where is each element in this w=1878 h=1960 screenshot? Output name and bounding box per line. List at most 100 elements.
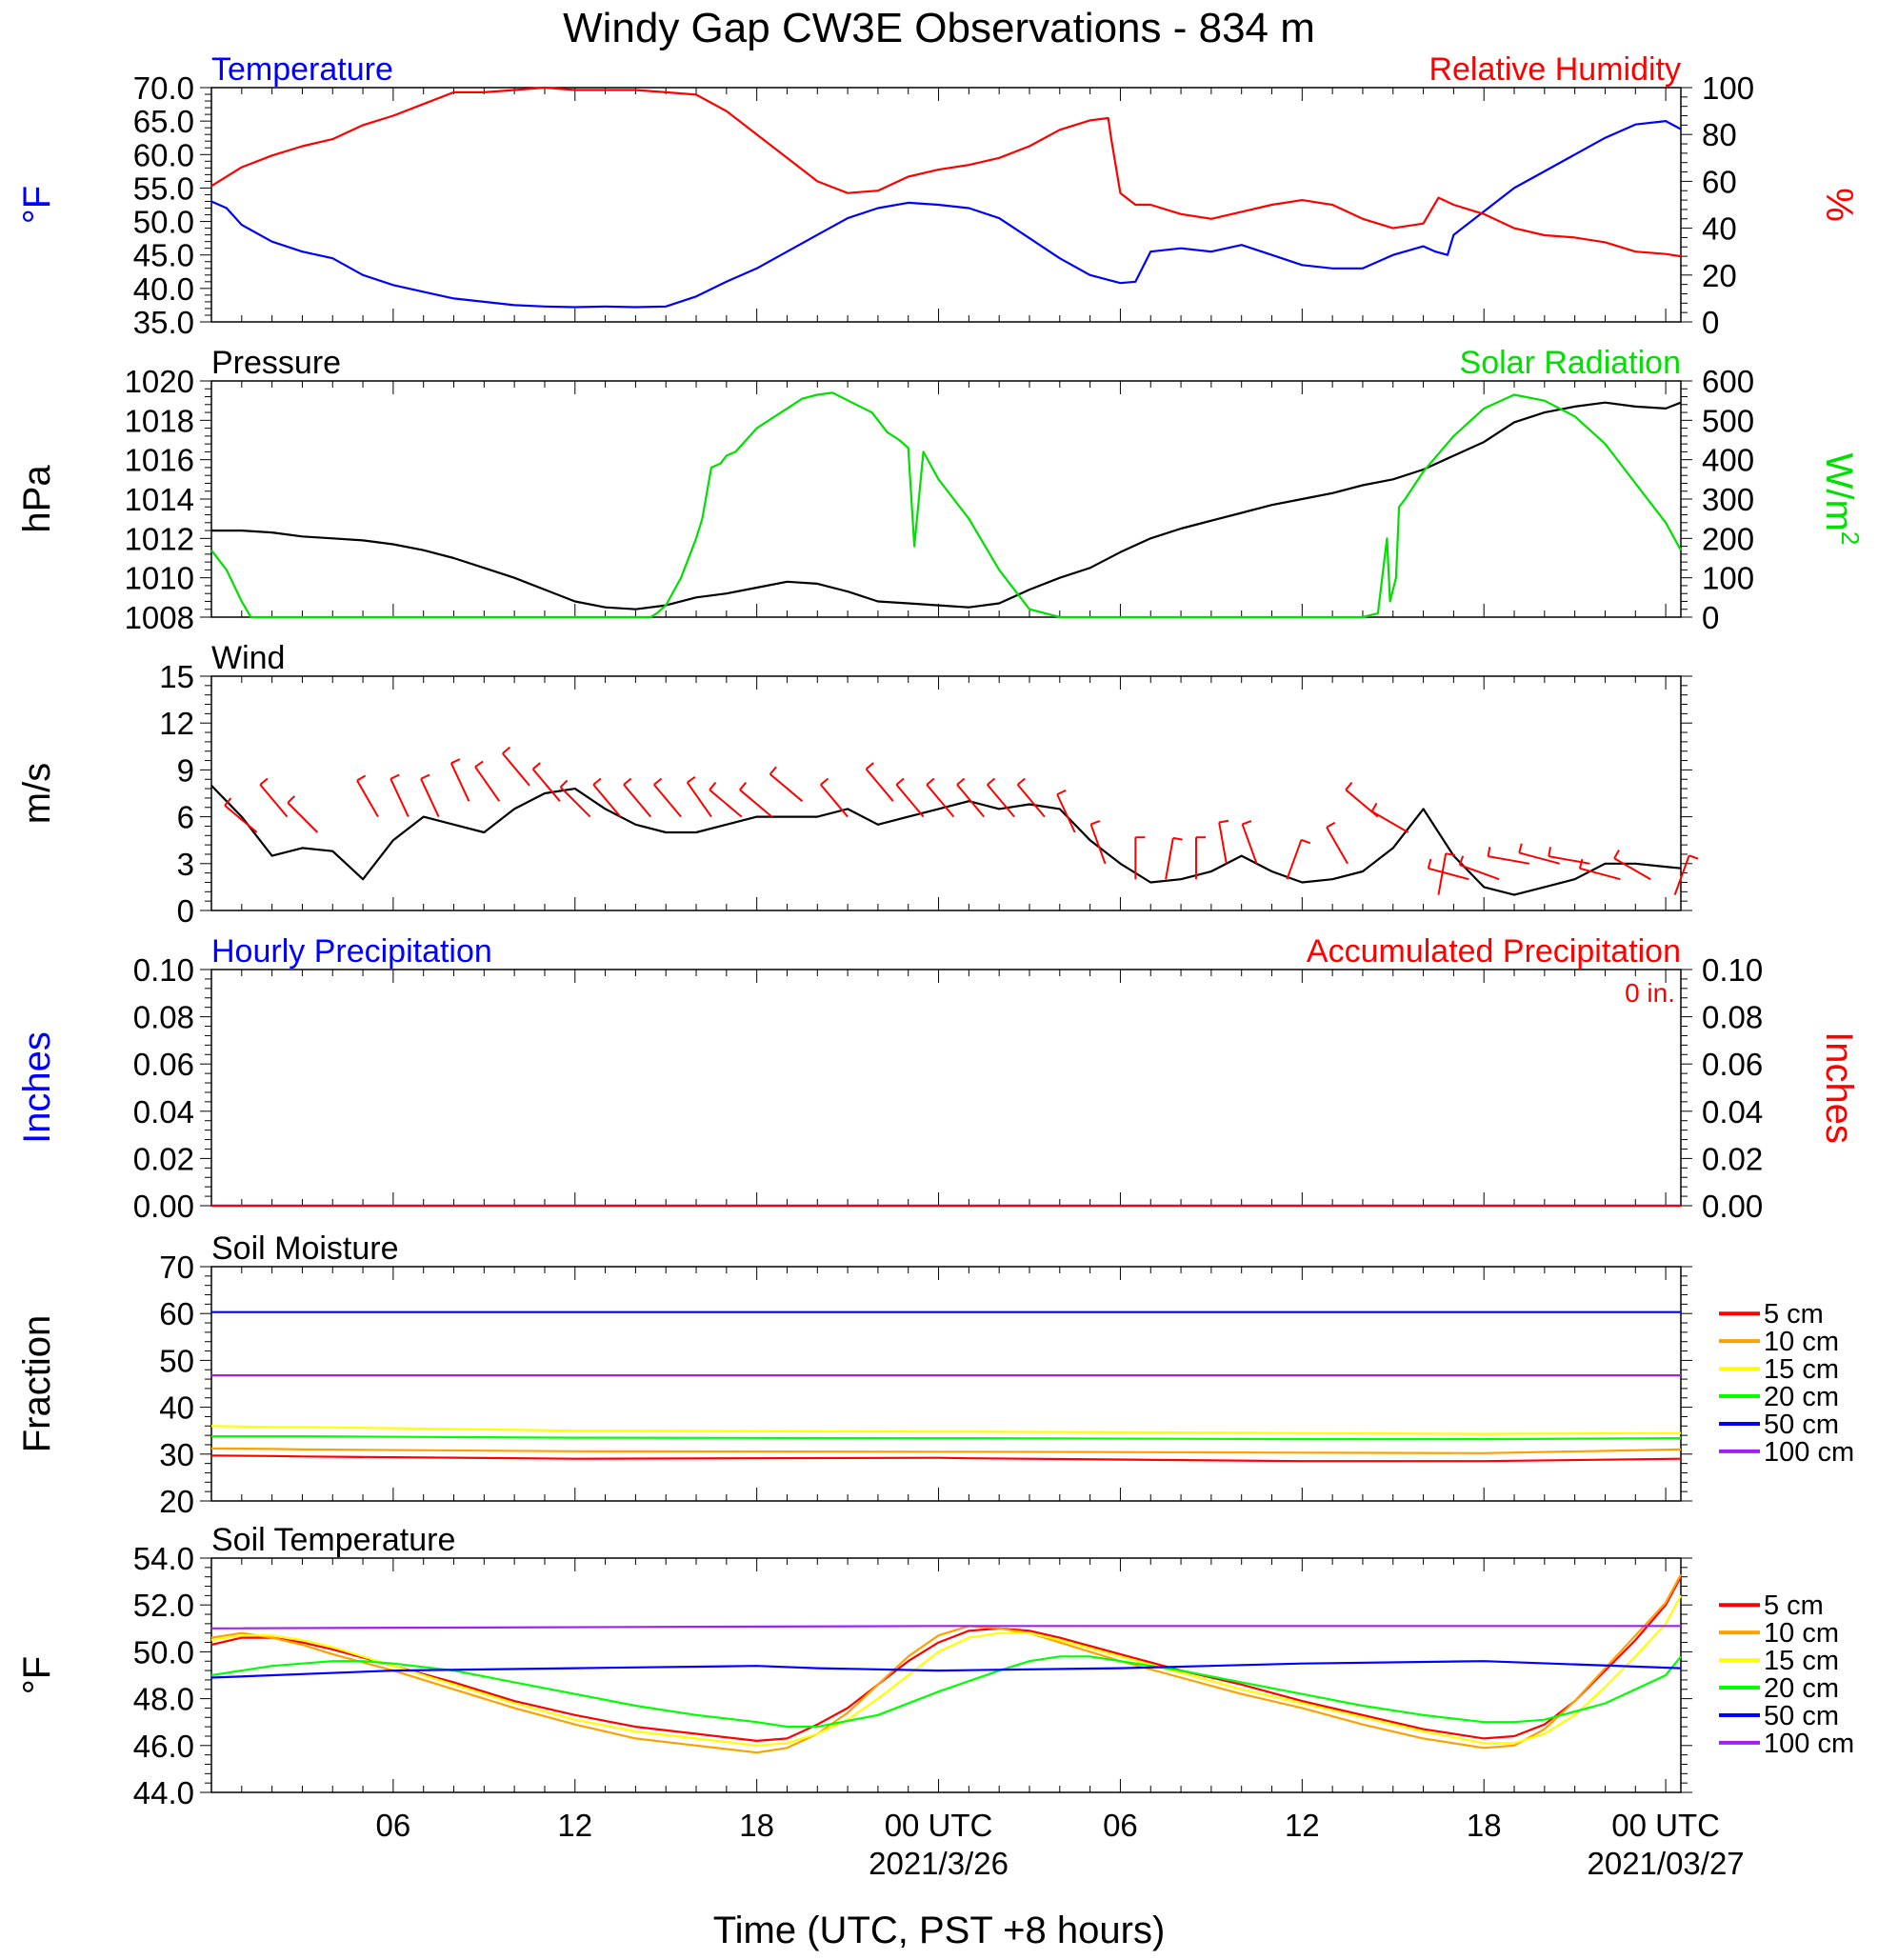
y-axis-label: m/s xyxy=(16,763,58,824)
precip-total-annotation: 0 in. xyxy=(1625,978,1675,1008)
legend-label: 20 cm xyxy=(1764,1673,1839,1704)
wind-barb-flag xyxy=(739,782,748,790)
y-tick-label: 48.0 xyxy=(133,1682,194,1717)
panel-title-right: Relative Humidity xyxy=(1428,51,1681,88)
wind-barb-flag xyxy=(1345,782,1353,790)
wind-barb-staff xyxy=(224,804,258,833)
y-axis-label: °F xyxy=(16,186,58,224)
wind-barb-flag xyxy=(356,774,367,782)
y-axis-label-right-text: W/m xyxy=(1818,453,1860,531)
y-right-tick-label: 100 xyxy=(1702,561,1754,596)
legend-label: 5 cm xyxy=(1764,1299,1824,1330)
x-tick-label: 18 xyxy=(1467,1808,1502,1843)
x-tick-label: 12 xyxy=(1285,1808,1320,1843)
wind-barb-staff xyxy=(420,778,440,818)
y-tick-label: 9 xyxy=(177,752,194,788)
wind-barb-flag xyxy=(559,779,569,789)
wind-barb-staff xyxy=(769,773,804,802)
series-line-pressure_solar-1 xyxy=(210,391,1682,619)
wind-barb-staff xyxy=(450,762,470,802)
y-tick-label: 70.0 xyxy=(133,70,194,106)
wind-barb-staff xyxy=(390,778,410,818)
wind-barb-staff xyxy=(956,784,986,818)
wind-barb-flag xyxy=(865,762,874,770)
wind-barb-staff xyxy=(739,789,773,818)
wind-barb-flag xyxy=(224,797,232,807)
y-tick-label: 40.0 xyxy=(133,271,194,307)
y-axis-label-right-sup: 2 xyxy=(1836,531,1865,545)
x-axis-title: Time (UTC, PST +8 hours) xyxy=(713,1910,1166,1951)
y-right-tick-label: 0 xyxy=(1702,600,1719,635)
y-right-tick-label: 0.06 xyxy=(1702,1047,1763,1082)
wind-barb-flag xyxy=(1688,854,1699,860)
y-tick-label: 3 xyxy=(177,847,194,882)
legend-label: 50 cm xyxy=(1764,1410,1839,1440)
y-tick-label: 46.0 xyxy=(133,1729,194,1764)
wind-barb-flag xyxy=(474,760,484,768)
y-right-tick-label: 0.08 xyxy=(1702,1000,1763,1035)
wind-barb-staff xyxy=(1459,864,1500,881)
panel-title: Soil Temperature xyxy=(211,1522,455,1558)
wind-barb-staff xyxy=(1371,810,1409,833)
wind-barb-staff xyxy=(820,784,849,818)
y-tick-label: 1014 xyxy=(125,482,194,517)
y-axis-label: Inches xyxy=(16,1031,58,1144)
wind-barb-staff xyxy=(1613,857,1651,881)
y-tick-label: 1008 xyxy=(125,600,194,635)
y-tick-label: 70 xyxy=(159,1250,194,1285)
y-axis-label-right-text: Inches xyxy=(1818,1031,1860,1144)
legend-label: 15 cm xyxy=(1764,1354,1839,1385)
legend-label: 5 cm xyxy=(1764,1590,1824,1621)
y-right-tick-label: 200 xyxy=(1702,521,1754,556)
series-line-soil_moisture-1 xyxy=(210,1447,1682,1454)
plot-frame xyxy=(210,675,1682,911)
y-axis-label-right: % xyxy=(1818,188,1860,222)
panel-temp_rh: 35.040.045.050.055.060.065.070.0 0 20 40 60 8… xyxy=(16,51,1860,340)
panel-title-right: Accumulated Precipitation xyxy=(1307,933,1681,970)
y-axis-label: Fraction xyxy=(16,1315,58,1453)
series-line-soil_temperature-5 xyxy=(210,1625,1681,1630)
series-line-soil_moisture-0 xyxy=(210,1454,1682,1463)
wind-barbs xyxy=(224,746,1699,895)
wind-barb-flag xyxy=(895,777,905,786)
y-right-tick-label: 0.04 xyxy=(1702,1094,1763,1130)
wind-barb-flag xyxy=(259,777,269,786)
legend-label: 50 cm xyxy=(1764,1701,1839,1731)
wind-barb-flag xyxy=(420,773,430,780)
wind-barb-staff xyxy=(686,781,712,818)
plot-frame xyxy=(210,1557,1682,1793)
y-tick-label: 35.0 xyxy=(133,305,194,340)
wind-barb-flag xyxy=(623,777,632,786)
wind-barb-flag xyxy=(1301,838,1311,845)
panel-title: Wind xyxy=(211,640,285,676)
wind-barb-flag xyxy=(1218,819,1229,824)
wind-barb-staff xyxy=(592,784,622,818)
y-tick-label: 0.02 xyxy=(133,1141,194,1176)
y-tick-label: 1016 xyxy=(125,443,194,478)
wind-barb-flag xyxy=(287,795,296,804)
panel-precip: 0.00 0.02 0.04 0.06 0.08 0.10 0.00 0.02 0.04 0.06… xyxy=(16,933,1860,1224)
y-tick-label: 54.0 xyxy=(133,1541,194,1576)
wind-barb-flag xyxy=(1172,836,1183,841)
legend-label: 15 cm xyxy=(1764,1646,1839,1676)
series-line-soil_temperature-4 xyxy=(210,1660,1682,1679)
x-tick-label: 18 xyxy=(739,1808,774,1843)
wind-barb-flag xyxy=(769,766,777,775)
wind-barb-flag xyxy=(1090,820,1101,826)
y-tick-label: 50 xyxy=(159,1343,194,1378)
y-right-tick-label: 0.10 xyxy=(1702,952,1763,988)
y-tick-label: 60.0 xyxy=(133,137,194,172)
legend-label: 10 cm xyxy=(1764,1327,1839,1357)
plot-frame xyxy=(210,380,1682,618)
legend-label: 100 cm xyxy=(1764,1729,1854,1759)
y-tick-label: 20 xyxy=(159,1484,194,1519)
wind-barb-flag xyxy=(531,762,541,770)
wind-barb-staff xyxy=(895,784,925,818)
wind-barb-flag xyxy=(1518,843,1523,853)
figure-title: Windy Gap CW3E Observations - 834 m xyxy=(563,5,1315,51)
y-tick-label: 45.0 xyxy=(133,238,194,273)
wind-barb-staff xyxy=(1165,837,1174,880)
y-right-tick-label: 300 xyxy=(1702,482,1754,517)
